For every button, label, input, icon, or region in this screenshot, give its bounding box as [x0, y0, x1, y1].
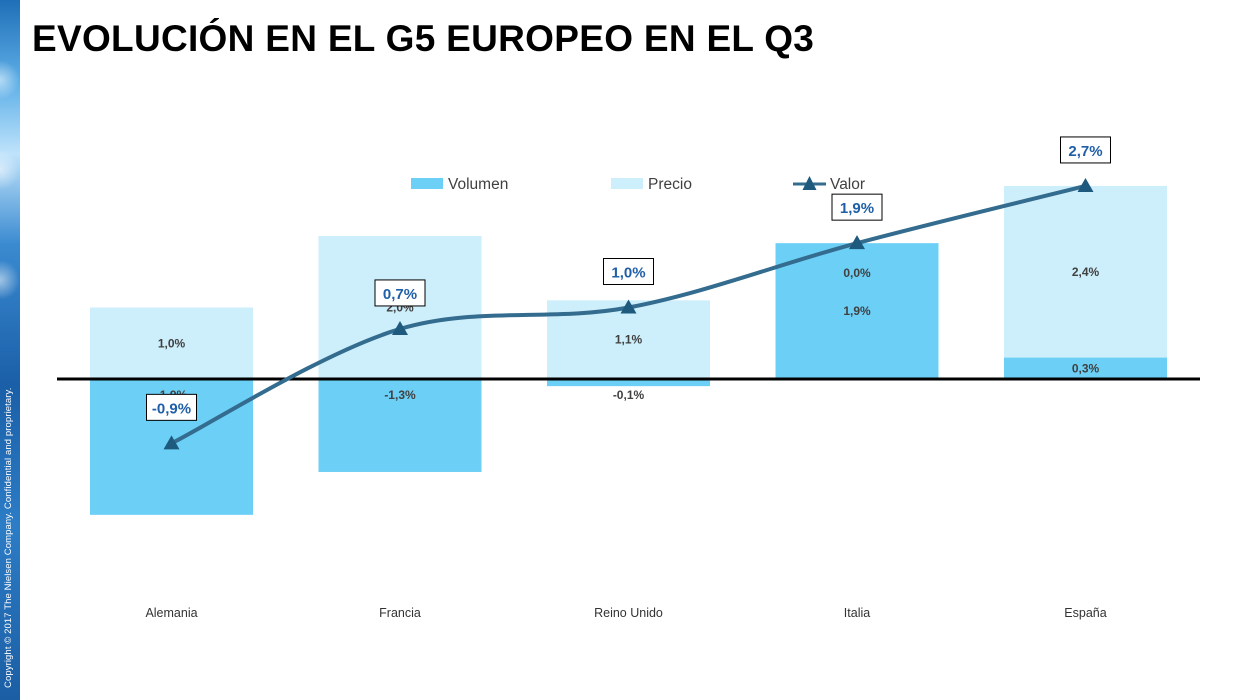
- valor-label-francia: 0,7%: [383, 286, 417, 303]
- legend-label-volumen: Volumen: [448, 176, 508, 193]
- legend-marker-valor: [802, 176, 817, 190]
- x-tick-label-francia: Francia: [379, 606, 421, 620]
- label-volumen-francia: -1,3%: [384, 388, 416, 402]
- valor-label-alemania: -0,9%: [152, 400, 191, 417]
- strip-highlight: [0, 60, 20, 100]
- label-precio-italia: 0,0%: [843, 266, 871, 280]
- valor-label-italia: 1,9%: [840, 200, 874, 217]
- valor-marker-reino-unido: [620, 299, 637, 314]
- labels-layer: -1,9%1,0%-1,3%2,0%-0,1%1,1%1,9%0,0%0,3%2…: [146, 136, 1111, 421]
- valor-label-box-espana: [1060, 136, 1111, 164]
- label-volumen-italia: 1,9%: [843, 304, 871, 318]
- bar-precio-francia: [318, 236, 482, 379]
- label-precio-reino-unido: 1,1%: [615, 333, 643, 347]
- bar-precio-espana: [1004, 185, 1167, 358]
- slide-title: EVOLUCIÓN EN EL G5 EUROPEO EN EL Q3: [32, 18, 815, 59]
- bar-precio-alemania: [90, 307, 253, 379]
- valor-label-reino-unido: 1,0%: [611, 265, 645, 282]
- legend-swatch-precio: [611, 178, 643, 189]
- label-volumen-espana: 0,3%: [1072, 361, 1100, 375]
- legend-swatch-volumen: [411, 178, 443, 189]
- value-line-layer: [163, 177, 1094, 450]
- valor-label-espana: 2,7%: [1068, 143, 1102, 160]
- bar-volumen-francia: [318, 379, 482, 472]
- bar-volumen-reino-unido: [547, 379, 710, 387]
- bars-layer: [90, 185, 1167, 515]
- bar-volumen-espana: [1004, 357, 1167, 379]
- strip-highlight: [0, 150, 20, 190]
- valor-marker-alemania: [163, 435, 180, 450]
- valor-label-box-italia: [831, 193, 883, 221]
- x-axis: Alemania Francia Reino Unido Italia España: [145, 606, 1106, 620]
- valor-marker-espana: [1077, 177, 1094, 192]
- strip-highlight: [0, 260, 20, 300]
- label-precio-alemania: 1,0%: [158, 336, 186, 350]
- valor-label-box-reino-unido: [603, 258, 654, 285]
- valor-label-box-francia: [374, 279, 426, 307]
- valor-label-box-alemania: [146, 393, 197, 421]
- legend-label-precio: Precio: [648, 176, 692, 193]
- legend-label-valor: Valor: [830, 176, 865, 193]
- x-tick-label-espana: España: [1064, 606, 1106, 620]
- side-decoration-strip: Copyright © 2017 The Nielsen Company. Co…: [0, 0, 20, 700]
- valor-marker-italia: [849, 235, 865, 250]
- x-tick-label-italia: Italia: [844, 606, 870, 620]
- bar-volumen-italia: [775, 243, 939, 379]
- label-precio-espana: 2,4%: [1072, 265, 1100, 279]
- x-tick-label-alemania: Alemania: [145, 606, 197, 620]
- valor-marker-francia: [392, 320, 408, 335]
- x-tick-label-reino-unido: Reino Unido: [594, 606, 663, 620]
- label-volumen-reino-unido: -0,1%: [613, 388, 645, 402]
- legend: Volumen Precio Valor: [411, 176, 865, 193]
